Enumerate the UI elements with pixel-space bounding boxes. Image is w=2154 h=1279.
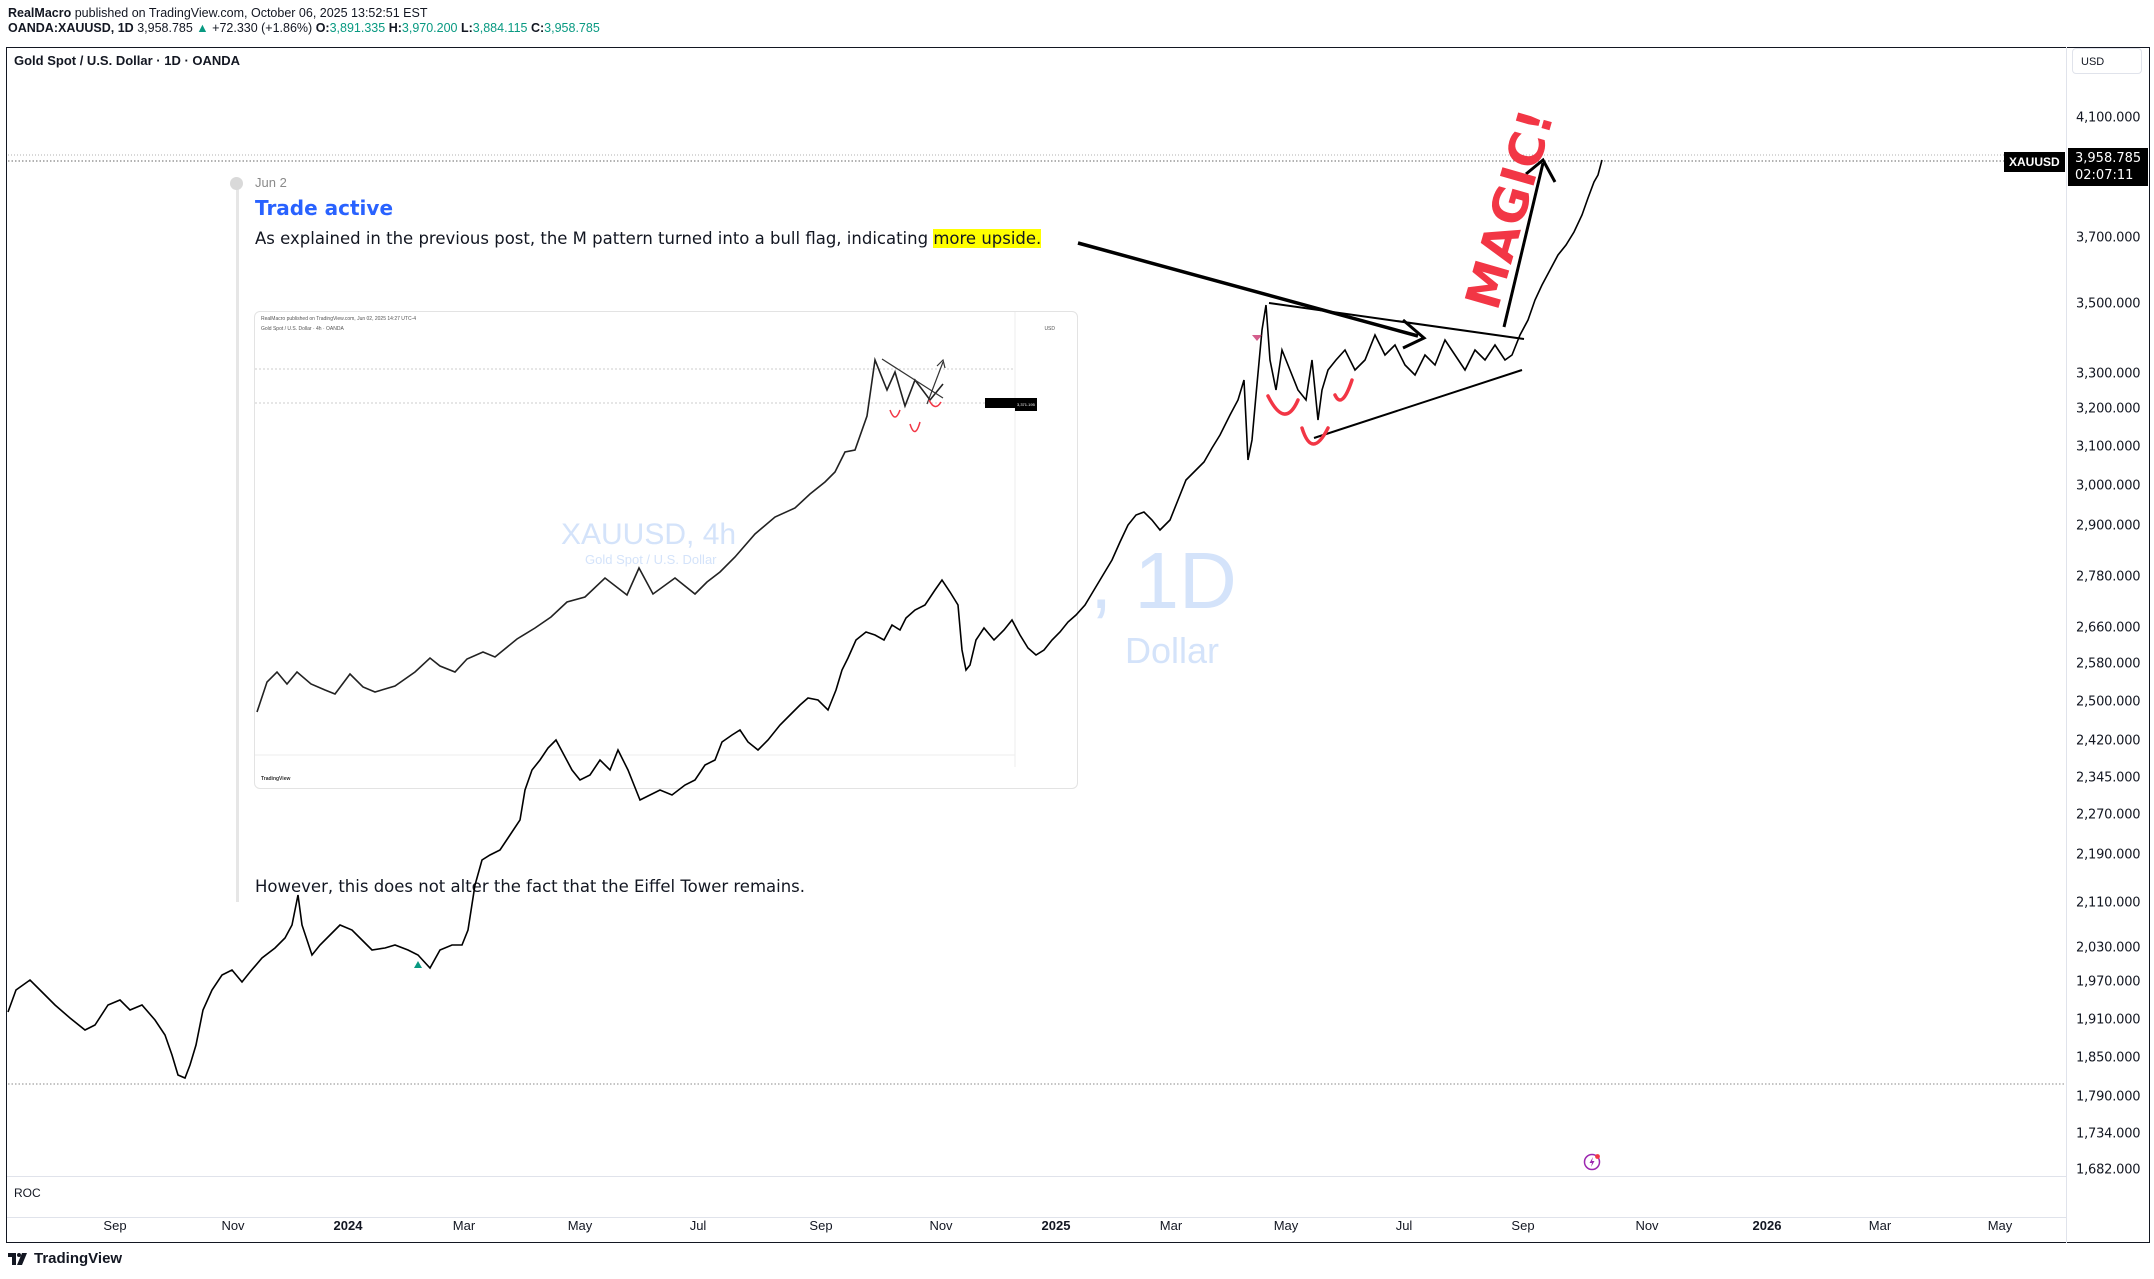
price-tick: 2,110.000 — [2076, 895, 2141, 911]
price-tick: 2,345.000 — [2076, 770, 2141, 786]
currency-selector[interactable]: USD — [2072, 48, 2142, 74]
note-timeline-line — [236, 180, 239, 902]
price-tick: 1,910.000 — [2076, 1012, 2141, 1028]
svg-text:3,371.195: 3,371.195 — [1017, 402, 1036, 407]
note-timeline-dot — [230, 177, 243, 190]
price-tick: 4,100.000 — [2076, 110, 2141, 126]
time-tick: 2025 — [1041, 1218, 1071, 1233]
price-tick: 1,850.000 — [2076, 1050, 2141, 1066]
open-value: 3,891.335 — [329, 21, 386, 35]
price-tick: 2,500.000 — [2076, 694, 2141, 710]
note-body: As explained in the previous post, the M… — [255, 229, 1042, 248]
author-name[interactable]: RealMacro — [8, 6, 72, 20]
time-tick: Nov — [1635, 1218, 1659, 1233]
tradingview-logo[interactable]: TradingView — [8, 1250, 122, 1267]
note-highlight: more upside. — [933, 229, 1042, 248]
price-tick: 3,100.000 — [2076, 439, 2141, 455]
open-label: O: — [315, 21, 330, 35]
time-tick: May — [567, 1218, 593, 1233]
price-tick: 2,780.000 — [2076, 569, 2141, 585]
close-label: C: — [530, 21, 545, 35]
price-tick: 2,030.000 — [2076, 940, 2141, 956]
note-body-text: As explained in the previous post, the M… — [255, 229, 934, 248]
high-value: 3,970.200 — [401, 21, 458, 35]
price-tick: 2,420.000 — [2076, 733, 2141, 749]
price-tick: 3,500.000 — [2076, 296, 2141, 312]
lightning-event-icon[interactable] — [1583, 1153, 1601, 1171]
price-tick: 3,200.000 — [2076, 401, 2141, 417]
note-date: Jun 2 — [255, 175, 287, 190]
price-tick: 1,734.000 — [2076, 1126, 2141, 1142]
last-price-label: 3,958.785 02:07:11 — [2068, 148, 2148, 186]
time-tick: May — [1987, 1218, 2013, 1233]
last-value: 3,958.785 — [137, 21, 193, 35]
close-value: 3,958.785 — [544, 21, 600, 35]
previous-post-chart-image[interactable]: RealMacro published on TradingView.com, … — [254, 311, 1078, 789]
time-tick: Sep — [103, 1218, 127, 1233]
price-tick: 2,190.000 — [2076, 847, 2141, 863]
time-tick: Jul — [1395, 1218, 1413, 1233]
note-title[interactable]: Trade active — [255, 196, 394, 220]
time-tick: Mar — [1159, 1218, 1183, 1233]
price-tick: 1,682.000 — [2076, 1162, 2141, 1178]
high-label: H: — [388, 21, 402, 35]
price-tick: 3,300.000 — [2076, 366, 2141, 382]
chart-frame[interactable] — [6, 47, 2150, 1243]
inset-price-series: 3,371.195 — [255, 312, 1037, 767]
symbol-name: OANDA:XAUUSD, 1D — [8, 21, 134, 35]
roc-indicator-label[interactable]: ROC — [14, 1186, 41, 1200]
time-tick: May — [1273, 1218, 1299, 1233]
publisher-line: RealMacro published on TradingView.com, … — [8, 6, 428, 20]
price-tick: 1,970.000 — [2076, 974, 2141, 990]
low-value: 3,884.115 — [472, 21, 528, 35]
price-tick: 2,580.000 — [2076, 656, 2141, 672]
time-tick: Sep — [1511, 1218, 1535, 1233]
published-text: published on TradingView.com, October 06… — [74, 6, 428, 20]
low-label: L: — [460, 21, 473, 35]
roc-indicator-pane[interactable] — [7, 1176, 2066, 1218]
time-tick: Mar — [1868, 1218, 1892, 1233]
time-tick: 2026 — [1752, 1218, 1782, 1233]
symbol-price-tag: XAUUSD — [2004, 152, 2065, 172]
time-tick: 2024 — [333, 1218, 363, 1233]
up-arrow-icon: ▲ — [196, 21, 209, 35]
price-tick: 3,000.000 — [2076, 478, 2141, 494]
time-tick: Nov — [929, 1218, 953, 1233]
price-tick: 2,660.000 — [2076, 620, 2141, 636]
tradingview-logo-icon — [8, 1252, 27, 1265]
bar-countdown: 02:07:11 — [2075, 168, 2134, 183]
main-watermark: , 1D — [1090, 536, 1237, 625]
price-tick: 2,270.000 — [2076, 807, 2141, 823]
chart-title: Gold Spot / U.S. Dollar · 1D · OANDA — [14, 53, 241, 68]
time-tick: Jul — [689, 1218, 707, 1233]
change-value: +72.330 (+1.86%) — [212, 21, 313, 35]
brand-name: TradingView — [34, 1250, 123, 1267]
time-tick: Nov — [221, 1218, 245, 1233]
last-price-value: 3,958.785 — [2075, 151, 2142, 166]
time-tick: Sep — [809, 1218, 833, 1233]
price-tick: 2,900.000 — [2076, 518, 2141, 534]
note-footer: However, this does not alter the fact th… — [255, 877, 806, 896]
time-tick: Mar — [452, 1218, 476, 1233]
symbol-ohlc-line: OANDA:XAUUSD, 1D 3,958.785 ▲ +72.330 (+1… — [8, 21, 600, 35]
price-tick: 1,790.000 — [2076, 1089, 2141, 1105]
price-axis[interactable] — [2066, 47, 2151, 1243]
price-tick: 3,700.000 — [2076, 230, 2141, 246]
main-watermark-sub: Dollar — [1125, 630, 1220, 671]
